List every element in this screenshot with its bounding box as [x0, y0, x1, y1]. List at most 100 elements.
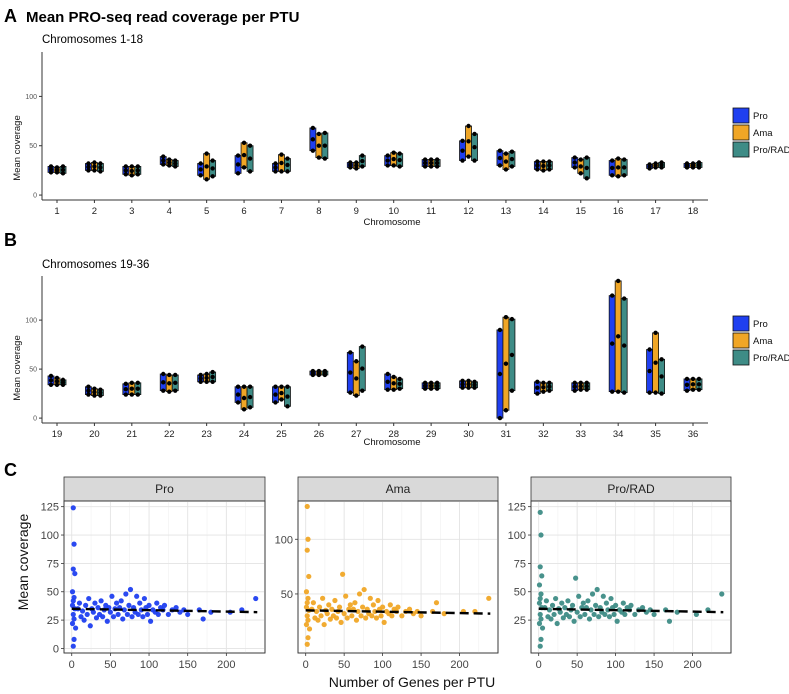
- figure-title: Mean PRO-seq read coverage per PTU: [26, 9, 299, 26]
- point-pro-rad-chr33: [584, 384, 589, 389]
- scatter-point-ama: [315, 617, 321, 623]
- scatter-point-pro: [144, 611, 151, 618]
- scatter-point-pro: [90, 609, 96, 615]
- point-ama-chr25: [279, 384, 284, 389]
- panel-a-x-tick-label: 3: [129, 206, 134, 217]
- scatter-point-pro-rad: [537, 643, 543, 649]
- point-pro-chr30: [460, 382, 465, 387]
- point-ama-chr13: [503, 167, 509, 172]
- scatter-point-pro-rad: [573, 575, 579, 581]
- scatter-point-pro-rad: [538, 616, 544, 622]
- point-ama-chr14: [541, 168, 546, 173]
- point-pro-chr34: [609, 389, 615, 394]
- scatter-point-ama: [373, 615, 380, 621]
- point-ama-chr27: [354, 359, 359, 364]
- point-pro-rad-chr8: [322, 143, 328, 148]
- point-pro-rad-chr17: [659, 162, 664, 168]
- point-pro-chr27: [348, 390, 353, 395]
- point-pro-chr25: [273, 392, 278, 397]
- point-pro-chr31: [497, 327, 503, 333]
- point-ama-chr15: [578, 171, 583, 176]
- scatter-point-pro-rad: [608, 595, 614, 602]
- point-pro-chr13: [497, 155, 503, 161]
- point-ama-chr19: [54, 382, 60, 387]
- point-pro-chr22: [161, 380, 166, 385]
- scatter-point-ama: [326, 602, 332, 608]
- point-pro-rad-chr11: [434, 157, 440, 162]
- point-pro-chr6: [235, 162, 241, 167]
- legend-label-pro: Pro: [753, 111, 768, 122]
- legend-swatch-ama: [732, 332, 750, 349]
- point-pro-rad-chr9: [360, 164, 365, 169]
- scatter-point-pro: [83, 602, 89, 608]
- scatter-point-ama: [306, 573, 312, 580]
- point-ama-chr6: [241, 140, 247, 145]
- point-pro-rad-chr10: [397, 157, 402, 163]
- facet-strip-ama: [297, 476, 499, 502]
- point-ama-chr10: [391, 156, 396, 162]
- point-pro-chr23: [198, 379, 203, 385]
- facet-panel-pro: [63, 500, 266, 654]
- scatter-point-pro-rad: [593, 602, 599, 608]
- y-tick-label-pro-rad: 25: [514, 615, 526, 627]
- point-pro-chr28: [385, 387, 390, 392]
- point-pro-rad-chr35: [659, 357, 664, 362]
- point-pro-rad-chr5: [210, 158, 215, 163]
- point-pro-rad-chr2: [98, 169, 103, 174]
- point-pro-rad-chr2: [98, 161, 103, 166]
- scatter-point-pro: [71, 636, 77, 642]
- scatter-point-pro: [135, 611, 141, 618]
- point-pro-chr35: [647, 347, 652, 352]
- scatter-point-ama: [303, 589, 310, 595]
- point-pro-rad-chr31: [509, 352, 515, 358]
- scatter-point-ama: [336, 604, 343, 610]
- legend-label-pro: Pro: [753, 319, 768, 330]
- point-ama-chr1: [54, 167, 60, 173]
- scatter-point-pro-rad: [666, 618, 673, 624]
- x-tick-label-ama: 50: [338, 659, 350, 671]
- scatter-point-ama: [399, 613, 405, 619]
- scatter-point-ama: [358, 613, 364, 619]
- scatter-point-ama: [313, 608, 320, 615]
- point-ama-chr31: [503, 361, 509, 366]
- panel-b-legend: Pro Ama Pro/RAD: [732, 315, 789, 366]
- scatter-point-pro-rad: [594, 586, 600, 593]
- point-ama-chr36: [690, 387, 696, 392]
- point-pro-rad-chr15: [584, 165, 589, 171]
- point-pro-chr3: [123, 172, 129, 177]
- point-pro-rad-chr2: [98, 165, 103, 170]
- facet-strip-label-pro-rad: Pro/RAD: [607, 482, 655, 496]
- scatter-point-pro: [79, 608, 86, 614]
- x-tick-label-ama: 0: [303, 659, 309, 671]
- scatter-point-pro-rad: [582, 611, 588, 618]
- scatter-point-ama: [304, 641, 310, 647]
- scatter-point-pro-rad: [569, 602, 576, 608]
- point-pro-rad-chr1: [60, 164, 66, 169]
- scatter-point-pro: [104, 618, 110, 624]
- point-ama-chr23: [204, 371, 209, 377]
- panel-a-x-tick-label: 18: [688, 206, 699, 217]
- scatter-point-pro: [123, 591, 129, 597]
- point-pro-chr10: [385, 163, 390, 168]
- legend-swatch-pro: [732, 107, 750, 124]
- point-pro-chr30: [460, 378, 465, 384]
- point-pro-rad-chr27: [360, 388, 365, 393]
- point-pro-chr4: [161, 158, 166, 163]
- scatter-point-pro: [69, 620, 76, 627]
- scatter-point-pro: [109, 593, 115, 599]
- panel-a-x-tick-label: 11: [426, 206, 436, 217]
- point-ama-chr7: [279, 160, 284, 166]
- x-tick-label-ama: 100: [373, 659, 391, 671]
- panel-label-b: B: [4, 230, 17, 250]
- scatter-point-pro-rad: [538, 591, 544, 597]
- point-pro-rad-chr1: [60, 171, 66, 176]
- scatter-point-ama: [340, 571, 346, 577]
- point-ama-chr27: [354, 376, 359, 381]
- scatter-point-pro-rad: [538, 532, 544, 538]
- point-pro-chr25: [273, 384, 278, 389]
- point-ama-chr20: [92, 389, 97, 395]
- scatter-point-pro-rad: [674, 609, 680, 615]
- scatter-point-ama: [305, 635, 311, 641]
- scatter-point-pro-rad: [606, 614, 613, 620]
- scatter-point-pro-rad: [539, 625, 546, 631]
